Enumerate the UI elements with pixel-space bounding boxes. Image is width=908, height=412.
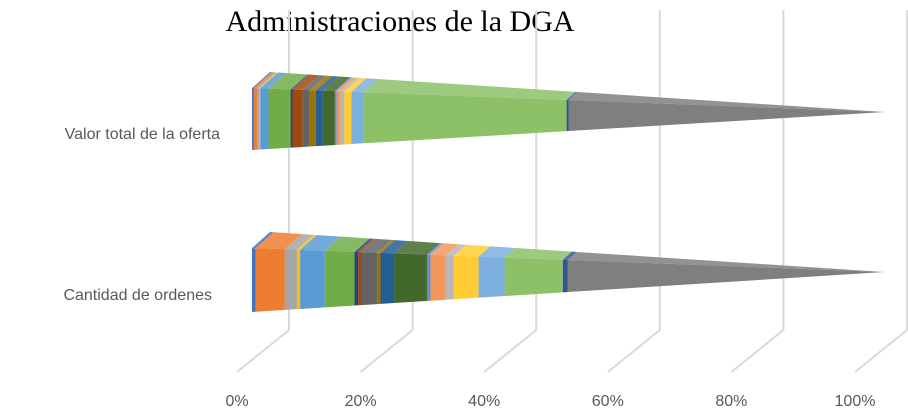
bar-segment <box>255 248 285 312</box>
bar-top <box>363 79 576 100</box>
bar-segment <box>354 251 359 306</box>
bar-top <box>430 243 459 256</box>
grid-line <box>236 10 290 373</box>
bar-segment <box>302 89 310 147</box>
bar-segment <box>315 90 323 147</box>
bar-segment <box>252 88 254 150</box>
bar-top <box>309 75 333 91</box>
bar-top <box>253 72 275 89</box>
bar-top <box>344 77 367 92</box>
chart-title: Administraciones de la DGA <box>225 5 574 38</box>
bar-top <box>453 244 491 257</box>
bar-top <box>290 74 310 90</box>
bar-segment <box>252 248 256 312</box>
bar-top <box>354 238 374 253</box>
bar-top <box>292 74 320 90</box>
bar-top <box>258 72 278 89</box>
x-tick-label: 40% <box>468 393 500 410</box>
bar-segment <box>253 88 258 150</box>
bar-top <box>315 76 339 91</box>
bar-segment <box>258 88 261 150</box>
bar-segment <box>340 91 345 145</box>
bar-segment <box>504 257 563 297</box>
bar-top <box>268 73 308 90</box>
bar-segment <box>257 88 259 150</box>
x-tick-label: 80% <box>715 393 747 410</box>
bar-top <box>377 239 395 253</box>
bar-top <box>394 241 441 255</box>
bar-segment <box>562 259 568 293</box>
x-tick-label: 60% <box>592 393 624 410</box>
bar-top <box>255 232 302 250</box>
x-tick-label: 20% <box>345 393 377 410</box>
bar-top <box>445 244 467 256</box>
bar-segment <box>334 91 337 146</box>
bar-segment <box>358 252 362 306</box>
bar-top <box>566 91 578 100</box>
bar-top <box>336 77 357 92</box>
bar-segment <box>445 255 454 300</box>
bar-top <box>504 247 572 260</box>
bar-top <box>361 238 392 253</box>
bar-segment <box>344 91 352 145</box>
y-tick-label: Valor total de la oferta <box>65 126 220 143</box>
bar-segment <box>453 255 479 300</box>
y-tick-label: Cantidad de ordenes <box>63 287 212 304</box>
bar-segment <box>260 88 269 150</box>
grid-line <box>359 10 414 373</box>
bar-segment <box>268 88 291 150</box>
bar-segment <box>567 259 885 293</box>
bar-segment <box>290 89 293 148</box>
bar-segment <box>322 90 335 146</box>
bar-segment <box>324 250 355 308</box>
bar-top <box>260 72 286 89</box>
bar-top <box>358 238 377 253</box>
grid-line <box>730 10 785 373</box>
bar-segment <box>377 252 381 305</box>
bar-top <box>427 243 444 255</box>
bar-top <box>324 236 370 252</box>
grid-line <box>854 10 908 373</box>
bar-segment <box>380 252 395 304</box>
bar-segment <box>430 254 446 301</box>
bar-top <box>478 246 516 258</box>
bar-segment <box>568 100 885 131</box>
bar-segment <box>478 256 505 298</box>
bar-segment <box>566 99 569 132</box>
bar-segment <box>351 91 364 145</box>
bar-top <box>252 72 272 89</box>
bar-segment <box>296 249 301 310</box>
bar-segment <box>336 91 341 145</box>
bar-top <box>322 76 351 92</box>
bar-top <box>568 92 885 112</box>
bar-top <box>252 232 274 249</box>
bar-segment <box>427 254 431 301</box>
bar-segment <box>394 253 428 303</box>
bar-top <box>296 234 317 250</box>
bar-segment <box>309 90 316 147</box>
bar-top <box>351 78 379 93</box>
bar-segment <box>300 249 325 309</box>
bar-top <box>567 251 885 272</box>
bar-top <box>302 75 326 91</box>
bar-top <box>380 240 409 254</box>
bar-top <box>340 77 360 92</box>
bar-top <box>284 234 314 250</box>
grid-line <box>607 10 661 373</box>
x-tick-label: 100% <box>835 393 876 410</box>
bar-segment <box>292 89 303 148</box>
bar-segment <box>284 249 297 310</box>
bar-top <box>300 235 341 251</box>
grid-line <box>483 10 538 373</box>
bar-top <box>334 77 353 92</box>
bar-top <box>257 72 277 89</box>
bar-top <box>562 251 577 260</box>
bar-segment <box>363 92 567 144</box>
bar-segment <box>361 252 378 306</box>
x-tick-label: 0% <box>225 393 248 410</box>
